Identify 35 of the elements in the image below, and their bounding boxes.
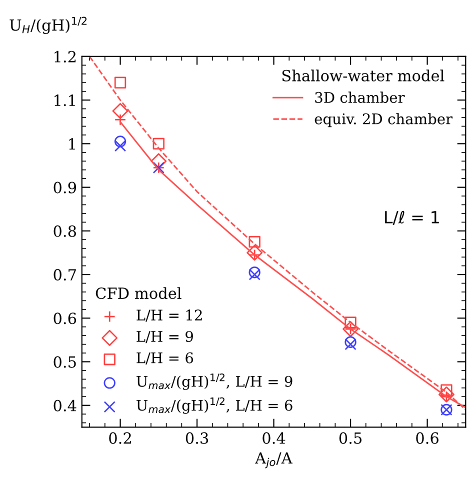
point — [344, 338, 356, 350]
x-tick-label: 0.2 — [109, 432, 131, 444]
point — [248, 236, 260, 248]
y-tick-label: 1 — [69, 138, 75, 150]
annotation: CFD model — [96, 287, 182, 300]
x-tick-label: 0.5 — [339, 432, 362, 444]
x-tick-label: 0.6 — [416, 432, 438, 444]
point — [152, 138, 164, 150]
point — [114, 76, 126, 88]
point — [112, 103, 128, 119]
legend-title: Shallow-water model — [282, 70, 444, 82]
point — [344, 316, 356, 328]
legend-label: L/H = 6 — [136, 352, 194, 365]
x-axis-title: A$_{jo}$/A — [254, 452, 293, 468]
point — [114, 140, 126, 152]
legend-label: equiv. 2D chamber — [314, 113, 453, 128]
y-tick-label: 0.5 — [54, 356, 76, 368]
legend-label: L/H = 12 — [136, 310, 202, 322]
y-tick-label: 0.4 — [54, 400, 76, 412]
legend-label: 3D chamber — [315, 92, 405, 103]
y-tick-label: 0.7 — [54, 268, 76, 281]
point — [246, 244, 263, 261]
y-tick-label: 0.8 — [54, 225, 76, 237]
point — [438, 386, 454, 402]
x-tick-label: 0.4 — [262, 432, 286, 444]
annotation: L/ℓ = 1 — [385, 210, 439, 225]
y-tick-label: 1.1 — [54, 94, 75, 106]
y-tick-label: 0.9 — [54, 182, 76, 194]
y-tick-label: 0.6 — [54, 312, 76, 324]
legend-label: L/H = 9 — [136, 330, 193, 344]
legend-label: U$_{max}$/(gH)$^{1/2}$, L/H = 6 — [136, 397, 292, 414]
y-tick-label: 1.2 — [54, 50, 76, 62]
legend-label: U$_{max}$/(gH)$^{1/2}$, L/H = 9 — [136, 374, 292, 390]
x-tick-label: 0.3 — [186, 432, 208, 444]
y-axis-title: U$_{H}$/(gH)$^{1/2}$ — [10, 16, 87, 34]
